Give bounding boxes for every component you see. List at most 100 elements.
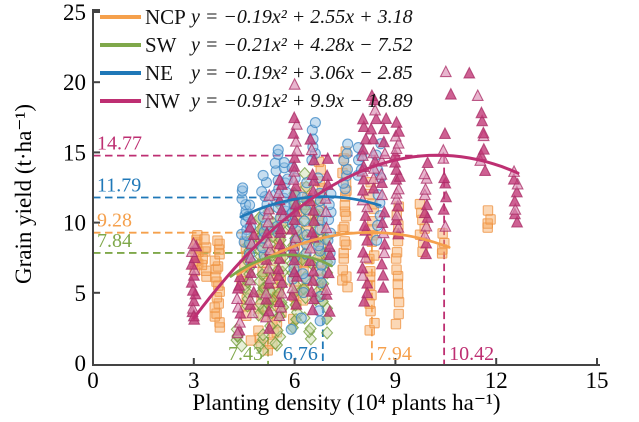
data-point (233, 269, 247, 283)
legend-label: NW (145, 88, 180, 113)
data-point (340, 239, 352, 251)
data-point (185, 275, 198, 288)
data-point (475, 106, 488, 119)
data-point (393, 308, 404, 320)
data-point (322, 265, 335, 279)
data-point (286, 288, 299, 301)
x-tick-label: 0 (87, 368, 99, 393)
data-point (369, 317, 380, 329)
data-point (341, 147, 353, 159)
data-point (391, 264, 402, 275)
data-point (273, 237, 287, 250)
data-point (420, 219, 433, 232)
data-point (252, 338, 266, 353)
data-point (463, 66, 476, 79)
data-point (233, 278, 246, 291)
data-point (262, 304, 276, 317)
data-point (305, 142, 318, 156)
data-point (256, 343, 269, 358)
max-yield-label-sw: 7.84 (97, 230, 132, 252)
data-point (274, 222, 287, 235)
data-point (437, 143, 450, 156)
data-point (437, 151, 450, 164)
regression-equation: y = −0.91x² + 9.9x − 18.89 (191, 89, 413, 112)
data-point (418, 167, 431, 180)
data-point (243, 220, 257, 233)
data-point (378, 205, 391, 218)
data-point (390, 162, 403, 175)
data-point (367, 146, 380, 159)
y-tick-label: 25 (63, 0, 86, 25)
data-point (200, 265, 212, 277)
data-point (286, 281, 299, 294)
data-point (257, 169, 269, 181)
data-point (307, 173, 321, 186)
data-point (307, 291, 320, 305)
data-point (288, 212, 301, 225)
legend-line-sw (100, 43, 141, 47)
data-point (304, 241, 317, 254)
data-point (288, 264, 301, 278)
data-point (339, 206, 351, 217)
data-point (295, 312, 307, 324)
optimal-density-label-ncp: 7.94 (377, 343, 412, 365)
data-point (285, 222, 299, 235)
data-point (285, 323, 297, 335)
data-point (288, 253, 301, 266)
optimal-density-label-sw: 7.43 (228, 343, 263, 365)
data-point (298, 215, 310, 227)
data-point (444, 87, 458, 100)
data-point (186, 283, 200, 296)
data-point (273, 251, 286, 264)
data-point (314, 315, 326, 327)
data-point (271, 323, 284, 338)
axes-lines (92, 9, 600, 366)
data-point (244, 273, 257, 286)
data-point (307, 264, 320, 277)
data-point (288, 77, 301, 90)
data-point (305, 284, 318, 297)
data-point (272, 262, 285, 275)
max-yield-label-nw: 14.77 (97, 133, 142, 155)
data-point (273, 294, 286, 308)
data-point (437, 170, 451, 184)
data-point (392, 270, 404, 282)
data-point (247, 285, 260, 298)
data-point (323, 304, 336, 317)
data-point (393, 296, 405, 308)
data-point (259, 286, 273, 299)
data-point (357, 119, 371, 133)
data-point (357, 172, 370, 185)
data-point (212, 261, 224, 272)
data-point (244, 199, 256, 211)
data-point (259, 310, 273, 323)
data-point (306, 303, 319, 316)
data-point (361, 286, 374, 299)
data-point (245, 212, 258, 225)
data-point (262, 202, 276, 215)
data-point (237, 182, 249, 194)
data-point (379, 111, 393, 124)
x-axis-title: Planting density (10⁴ plants ha⁻¹) (192, 390, 501, 415)
data-point (338, 253, 350, 264)
data-point (390, 318, 402, 330)
data-point (200, 246, 211, 257)
data-point (508, 194, 521, 207)
data-point (305, 225, 319, 238)
data-point (475, 114, 489, 127)
legend-line-nw (100, 99, 141, 103)
legend-label: NCP (145, 4, 186, 29)
data-point (245, 335, 257, 346)
data-point (392, 220, 405, 233)
data-point (231, 326, 244, 339)
data-point (244, 250, 257, 263)
data-point (358, 218, 371, 231)
data-point (510, 185, 524, 198)
data-point (356, 112, 370, 125)
data-point (439, 219, 452, 232)
regression-equation: y = −0.19x² + 2.55x + 3.18 (191, 5, 413, 28)
data-point (263, 243, 277, 256)
data-point (261, 215, 275, 228)
data-point (304, 321, 317, 336)
